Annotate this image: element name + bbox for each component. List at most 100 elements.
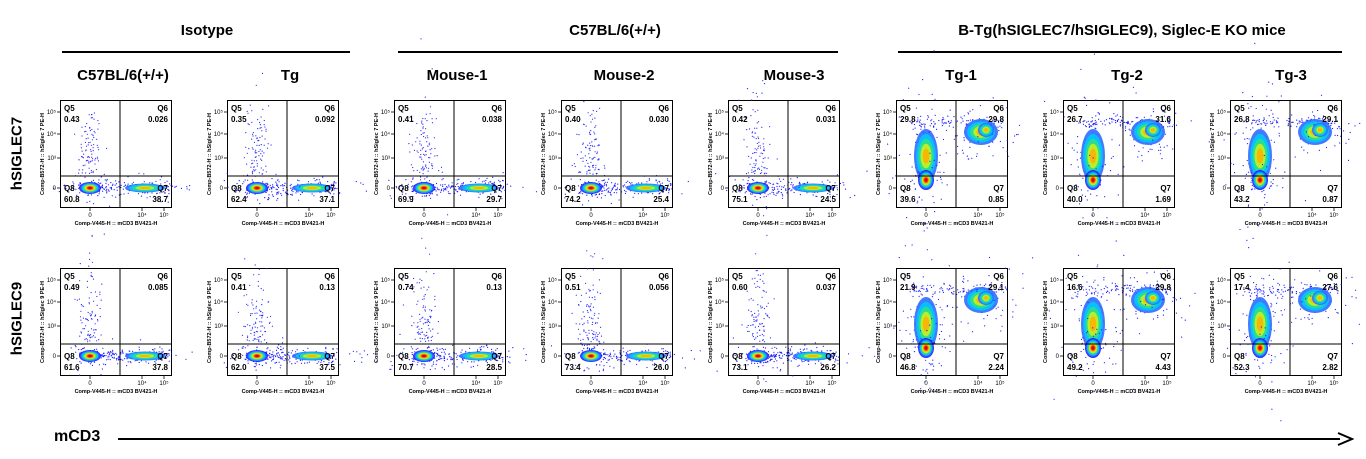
quadrant-value: 29.8: [900, 115, 916, 124]
x-tick-label: 10⁵: [493, 380, 503, 387]
x-tick-label: 10⁴: [471, 212, 481, 219]
y-tick-label: 10⁵: [47, 109, 57, 116]
y-tick-label: 10³: [381, 324, 390, 330]
x-tick-label: 10⁵: [1162, 380, 1172, 387]
x-tick-label: 0: [1258, 381, 1262, 387]
flow-plot: Q5 0.49 Q6 0.085 Q8 61.6 Q7 37.8 0 10⁴ 10⁵ 10⁵ 10⁴ 10…: [40, 233, 193, 395]
quadrant-value: 29.1: [988, 283, 1004, 292]
x-axis-label: Comp-V445-H :: mCD3 BV421-H: [1245, 221, 1328, 227]
quadrant-value: 17.4: [1234, 283, 1250, 292]
quadrant-name: Q6: [1160, 272, 1171, 281]
axis-ticks: 0 10⁴ 10⁵ 10⁵ 10⁴ 10³ 0: [1217, 277, 1339, 387]
y-tick-label: 10⁴: [715, 131, 725, 138]
y-tick-label: 0: [387, 354, 391, 360]
quadrant-value: 4.43: [1155, 363, 1171, 372]
flow-plot: Q5 0.35 Q6 0.092 Q8 62.4 Q7 37.1 0 10⁴ 10⁵ 10⁵ 10⁴ 10…: [207, 72, 391, 227]
group-title-tg: B-Tg(hSIGLEC7/hSIGLEC9), Siglec-E KO mic…: [958, 22, 1286, 39]
quadrant-name: Q6: [1160, 104, 1171, 113]
y-tick-label: 10³: [1217, 324, 1226, 330]
y-axis-label: Comp-B572-H :: hSiglec 9 PE-H: [40, 281, 46, 363]
quadrant-name: Q5: [64, 104, 75, 113]
y-tick-label: 10⁴: [214, 131, 224, 138]
quadrant-name: Q6: [491, 104, 502, 113]
y-tick-label: 0: [554, 186, 558, 192]
y-tick-label: 10⁴: [883, 299, 893, 306]
mcd3-axis-label: mCD3: [54, 428, 101, 445]
quadrant-value: 0.42: [732, 115, 748, 124]
x-tick-label: 10⁵: [995, 212, 1005, 219]
column-title: Tg: [280, 67, 300, 84]
quadrant-value: 0.41: [231, 283, 247, 292]
x-axis-label: Comp-V445-H :: mCD3 BV421-H: [911, 389, 994, 395]
quadrant-name: Q8: [231, 352, 242, 361]
y-tick-label: 0: [387, 186, 391, 192]
quadrant-value: 39.6: [900, 195, 916, 204]
column-title: Mouse-2: [593, 67, 655, 84]
x-axis-label: Comp-V445-H :: mCD3 BV421-H: [576, 221, 659, 227]
quadrant-name: Q8: [231, 184, 242, 193]
axis-ticks: 0 10⁴ 10⁵ 10⁵ 10⁴ 10³ 0: [548, 109, 670, 219]
y-tick-label: 10³: [47, 156, 56, 162]
y-tick-label: 10³: [47, 324, 56, 330]
quadrant-value: 16.6: [1067, 283, 1083, 292]
quadrant-value: 0.49: [64, 283, 80, 292]
flow-plot-svg: Q5 0.35 Q6 0.092 Q8 62.4 Q7 37.1 0 10⁴ 10⁵ 10⁵ 10⁴ 10…: [207, 72, 391, 227]
quadrant-value: 26.7: [1067, 115, 1083, 124]
plot-density: [223, 258, 377, 371]
x-tick-label: 0: [1091, 213, 1095, 219]
y-axis-label: Comp-B572-H :: hSiglec 7 PE-H: [708, 113, 714, 195]
column-title: Mouse-3: [763, 67, 825, 84]
axis-ticks: 0 10⁴ 10⁵ 10⁵ 10⁴ 10³ 0: [1217, 109, 1339, 219]
flow-plot-svg: Q5 26.8 Q6 29.1 Q8 43.2 Q7 0.87 0 10⁴ 10⁵ 10⁵ 10⁴ 10³…: [1210, 42, 1361, 239]
quadrant-name: Q8: [398, 352, 409, 361]
quadrant-value: 75.1: [732, 195, 748, 204]
y-tick-label: 10⁴: [1050, 131, 1060, 138]
flow-plot-svg: Q5 16.6 Q6 29.8 Q8 49.2 Q7 4.43 0 10⁴ 10⁵ 10⁵ 10⁴ 10³…: [1043, 240, 1196, 400]
quadrant-value: 24.5: [820, 195, 836, 204]
quadrant-name: Q7: [658, 184, 669, 193]
x-tick-label: 10⁴: [973, 380, 983, 387]
plot-density: [550, 250, 710, 372]
x-tick-label: 10⁴: [638, 212, 648, 219]
y-tick-label: 10⁴: [548, 131, 558, 138]
quadrant-name: Q6: [658, 104, 669, 113]
y-tick-label: 10⁵: [47, 277, 57, 284]
quadrant-value: 0.40: [565, 115, 581, 124]
quadrant-value: 61.6: [64, 363, 80, 372]
y-tick-label: 0: [1223, 354, 1227, 360]
flow-plot-svg: Q5 17.4 Q6 27.6 Q8 52.3 Q7 2.82 0 10⁴ 10⁵ 10⁵ 10⁴ 10³…: [1210, 225, 1360, 422]
quadrant-value: 60.8: [64, 195, 80, 204]
quadrant-value: 21.9: [900, 283, 916, 292]
axis-ticks: 0 10⁴ 10⁵ 10⁵ 10⁴ 10³ 0: [47, 277, 169, 387]
quadrant-value: 26.0: [653, 363, 669, 372]
quadrant-name: Q6: [324, 104, 335, 113]
y-tick-label: 10⁵: [381, 277, 391, 284]
quadrant-name: Q6: [993, 104, 1004, 113]
quadrant-name: Q6: [324, 272, 335, 281]
y-tick-label: 10⁴: [1217, 299, 1227, 306]
quadrant-value: 2.82: [1322, 363, 1338, 372]
flow-plot-svg: Q5 0.41 Q6 0.038 Q8 69.9 Q7 29.7 0 10⁴ 10⁵ 10⁵ 10⁴ 10…: [374, 38, 538, 227]
column-title: Mouse-1: [426, 67, 488, 84]
quadrant-value: 29.8: [1155, 283, 1171, 292]
quadrant-name: Q5: [732, 104, 743, 113]
quadrant-value: 0.60: [732, 283, 748, 292]
y-tick-label: 10⁵: [883, 277, 893, 284]
quadrant-value: 37.5: [319, 363, 335, 372]
quadrant-name: Q5: [1067, 272, 1078, 281]
flow-plot-svg: Q5 0.41 Q6 0.13 Q8 62.0 Q7 37.5 0 10⁴ 10⁵ 10⁵ 10⁴ 10³…: [207, 258, 377, 395]
x-axis-label: Comp-V445-H :: mCD3 BV421-H: [1078, 389, 1161, 395]
flow-plot: Q5 17.4 Q6 27.6 Q8 52.3 Q7 2.82 0 10⁴ 10⁵ 10⁵ 10⁴ 10³…: [1210, 225, 1360, 422]
y-axis-label: Comp-B572-H :: hSiglec 7 PE-H: [207, 113, 213, 195]
row-label-hsiglec7: hSIGLEC7: [8, 116, 26, 191]
quadrant-value: 0.41: [398, 115, 414, 124]
flow-plot: Q5 0.43 Q6 0.026 Q8 60.8 Q7 38.7 0 10⁴ 10⁵ 10⁵ 10⁴ 10…: [40, 100, 191, 227]
flow-plot-svg: Q5 0.42 Q6 0.031 Q8 75.1 Q7 24.5 0 10⁴ 10⁵ 10⁵ 10⁴ 10…: [708, 80, 879, 227]
quadrant-value: 49.2: [1067, 363, 1083, 372]
axis-ticks: 0 10⁴ 10⁵ 10⁵ 10⁴ 10³ 0: [883, 109, 1005, 219]
y-tick-label: 10⁵: [548, 277, 558, 284]
quadrant-name: Q7: [1327, 352, 1338, 361]
x-tick-label: 0: [422, 381, 426, 387]
quadrant-value: 43.2: [1234, 195, 1250, 204]
y-axis-label: Comp-B572-H :: hSiglec 7 PE-H: [1210, 113, 1216, 195]
